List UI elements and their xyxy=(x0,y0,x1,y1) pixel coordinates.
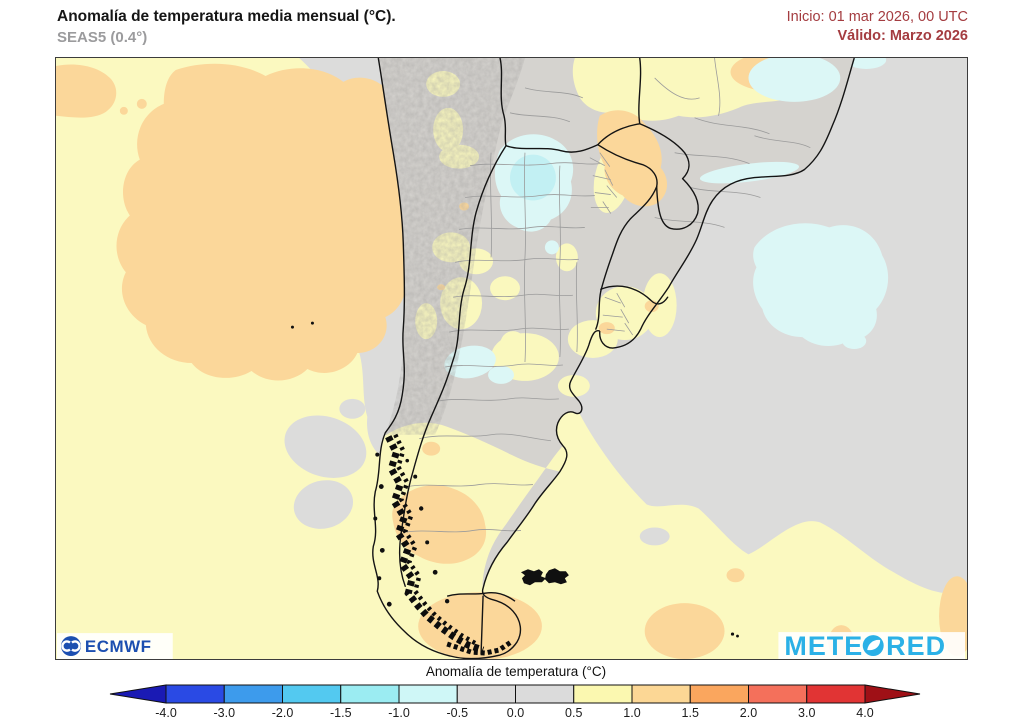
legend-colorbar-svg xyxy=(109,684,921,704)
legend-tick: -1.0 xyxy=(388,706,410,720)
legend-tick: 3.0 xyxy=(798,706,816,720)
pacific-neutral-blobs xyxy=(284,398,367,529)
fjords-texture xyxy=(373,433,513,656)
coastlines xyxy=(372,58,855,659)
legend-segment xyxy=(223,684,283,704)
legend-title: Anomalía de temperatura (°C) xyxy=(425,664,607,679)
page-title: Anomalía de temperatura media mensual (°… xyxy=(57,8,396,25)
pacific-warm-anomaly xyxy=(56,63,419,381)
meteored-wordmark-right: RED xyxy=(886,631,946,659)
legend-arrow-left xyxy=(109,684,167,704)
legend-segment xyxy=(689,684,749,704)
ecmwf-globe-icon xyxy=(60,636,81,657)
run-info-block: Inicio: 01 mar 2026, 00 UTC Válido: Marz… xyxy=(787,9,968,44)
andes-relief xyxy=(378,58,525,435)
legend-tick: 1.0 xyxy=(623,706,641,720)
ecmwf-logo: ECMWF xyxy=(56,633,173,659)
legend-tick: -0.5 xyxy=(446,706,469,720)
anomaly-map: ECMWF METE RED xyxy=(55,57,968,660)
legend-segment xyxy=(806,684,866,704)
legend-segment xyxy=(631,684,691,704)
orange-anomaly-patches xyxy=(392,58,967,659)
legend-colorbar: -4.0 -3.0 -2.0 -1.5 -1.0 -0.5 0.0 0.5 1.0 1.5 2.0 3… xyxy=(109,684,923,720)
legend-tick: -3.0 xyxy=(213,706,236,720)
model-subtitle: SEAS5 (0.4°) xyxy=(57,29,148,46)
legend-tick: 0.0 xyxy=(506,706,525,720)
legend-segment xyxy=(515,684,575,704)
admin-borders xyxy=(403,58,811,533)
legend-tick: 1.5 xyxy=(681,706,699,720)
legend-segment xyxy=(340,684,400,704)
land-cool-patches xyxy=(444,58,841,384)
country-borders xyxy=(398,58,699,655)
legend-tick: 4.0 xyxy=(856,706,874,720)
legend-arrow-right xyxy=(864,684,921,704)
legend-segment xyxy=(456,684,516,704)
legend-tick: 0.5 xyxy=(565,706,583,720)
legend-tick: -2.0 xyxy=(271,706,294,720)
islands xyxy=(290,321,739,638)
legend-segment xyxy=(748,684,808,704)
meteored-logo: METE RED xyxy=(778,631,966,659)
legend-tick: -4.0 xyxy=(155,706,177,720)
init-time-label: Inicio: 01 mar 2026, 00 UTC xyxy=(786,9,968,25)
ecmwf-wordmark: ECMWF xyxy=(85,637,152,656)
legend-tick: 2.0 xyxy=(739,706,758,720)
valid-time-label: Válido: Marzo 2026 xyxy=(837,28,968,44)
map-svg: ECMWF METE RED xyxy=(56,58,967,659)
meteored-wordmark-left: METE xyxy=(784,631,863,659)
legend-segment xyxy=(398,684,458,704)
atlantic-cool-anomaly xyxy=(753,58,889,350)
legend-segment xyxy=(165,684,225,704)
atlantic-neutral-blob-small xyxy=(639,527,670,546)
legend-segment xyxy=(573,684,633,704)
legend-segment xyxy=(282,684,342,704)
legend-tick: -1.5 xyxy=(329,706,352,720)
